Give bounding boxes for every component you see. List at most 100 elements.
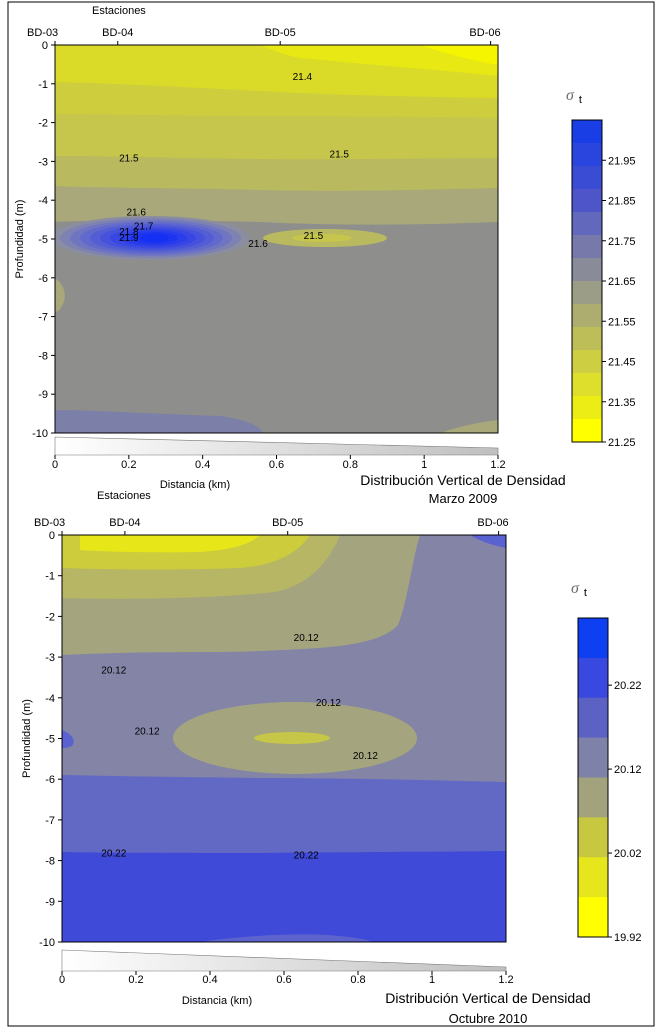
station-label: BD-03: [34, 517, 65, 529]
y-tick-label: -3: [45, 652, 55, 664]
colorbar-swatch: [578, 737, 608, 778]
y-tick-label: -6: [38, 273, 48, 285]
colorbar-label: 21.95: [608, 155, 636, 167]
x-tick-label: 0.2: [121, 459, 136, 471]
colorbar-swatch: [572, 350, 602, 374]
y-tick-label: -4: [38, 195, 48, 207]
y-axis-label: Profundidad (m): [14, 200, 26, 279]
contour-top-right: [470, 535, 506, 548]
colorbar-swatch: [578, 857, 608, 898]
y-tick-label: -2: [45, 611, 55, 623]
y-tick-label: -9: [45, 896, 55, 908]
y-tick-label: -7: [38, 312, 48, 324]
station-label: BD-05: [265, 27, 296, 39]
chart-title: Distribución Vertical de Densidad: [385, 990, 590, 1006]
contour-label: 21.6: [126, 208, 146, 219]
x-tick-label: 0: [52, 459, 58, 471]
y-axis-label: Profundidad (m): [21, 699, 33, 778]
y-tick-label: -8: [38, 350, 48, 362]
colorbar-swatch: [572, 166, 602, 190]
contour-label: 20.22: [101, 849, 126, 860]
contour-label: 21.8: [119, 227, 139, 238]
seabed-profile: [61, 949, 507, 972]
contour-fill: [55, 45, 498, 433]
colorbar-swatch: [572, 120, 602, 144]
colorbar-label: 21.85: [608, 196, 636, 208]
contour-core-21.45: [292, 234, 352, 242]
colorbar-swatch: [578, 657, 608, 699]
contour-label: 21.5: [119, 153, 139, 164]
colorbar-swatch: [572, 327, 602, 351]
x-tick-label: 0.4: [195, 459, 210, 471]
contour-label: 21.5: [330, 150, 350, 161]
colorbar-swatch: [572, 143, 602, 167]
y-tick-label: -6: [45, 774, 55, 786]
contour-label: 20.12: [101, 665, 126, 676]
colorbar-swatch: [572, 373, 602, 397]
chart-subtitle: Marzo 2009: [429, 491, 498, 506]
contour-label: 21.6: [248, 239, 268, 250]
x-tick-label: 1: [429, 974, 435, 986]
station-label: BD-03: [27, 27, 58, 39]
contour-label: 20.12: [135, 726, 160, 737]
y-tick-label: -8: [45, 856, 55, 868]
colorbar-label: 21.65: [608, 276, 636, 288]
contour-label: 21.7: [134, 221, 154, 232]
chart-octubre-2010: Estaciones BD-03 BD-04 BD-05 BD-06 0 -1 -2 -3 -…: [21, 490, 642, 1026]
colorbar-label: 20.22: [614, 680, 642, 692]
station-label: BD-05: [272, 517, 303, 529]
station-label: BD-06: [477, 517, 508, 529]
colorbar-label: 21.75: [608, 236, 636, 248]
contour-band-19.97: [80, 535, 260, 553]
density-maximum-ring: [140, 234, 169, 242]
x-tick-label: 0.6: [276, 974, 291, 986]
colorbar-swatch: [572, 396, 602, 420]
colorbar-swatch: [578, 897, 608, 938]
y-tick-label: -1: [45, 571, 55, 583]
x-tick-label: 1.2: [490, 459, 505, 471]
x-tick-label: 0.6: [269, 459, 284, 471]
colorbar-label: 19.92: [614, 932, 642, 944]
chart-title: Distribución Vertical de Densidad: [360, 472, 565, 488]
x-tick-label: 1.2: [498, 974, 513, 986]
seabed-profile: [54, 436, 499, 456]
y-tick-label: -2: [38, 118, 48, 130]
x-axis-label: Distancia (km): [160, 479, 230, 491]
x-tick-label: 0.8: [343, 459, 358, 471]
contour-fill: [62, 535, 506, 942]
y-tick-label: 0: [49, 530, 55, 542]
colorbar-swatch: [578, 697, 608, 739]
colorbar-swatch: [578, 777, 608, 818]
contour-label: 21.4: [293, 72, 313, 83]
y-tick-label: -1: [38, 79, 48, 91]
station-label: BD-06: [469, 27, 500, 39]
colorbar-label: 20.02: [614, 848, 642, 860]
top-axis-label: Estaciones: [92, 5, 146, 17]
colorbar-label: 21.25: [608, 437, 636, 449]
contour-label: 20.12: [316, 698, 341, 709]
contour-label: 20.12: [294, 633, 319, 644]
y-tick-label: -4: [45, 693, 55, 705]
contour-band-bottom: [55, 410, 262, 433]
colorbar-label: 21.55: [608, 316, 636, 328]
colorbar-swatch: [578, 618, 608, 659]
y-tick-label: -10: [32, 428, 48, 440]
contour-band-21.3: [420, 45, 498, 65]
contour-band-bottom-right: [440, 420, 498, 433]
density-maximum: [55, 216, 250, 260]
colorbar-label: 21.35: [608, 397, 636, 409]
figure-frame: [7, 1, 655, 1027]
colorbar-swatch: [572, 189, 602, 213]
x-axis-label: Distancia (km): [182, 995, 252, 1007]
contour-lens-20.07: [254, 732, 330, 744]
y-tick-label: -10: [39, 937, 55, 949]
colorbar-swatch: [578, 817, 608, 858]
x-tick-label: 1: [421, 459, 427, 471]
colorbar-swatch: [572, 258, 602, 282]
top-axis-label: Estaciones: [97, 490, 151, 502]
contour-label: 20.12: [353, 751, 378, 762]
colorbar-swatch: [572, 304, 602, 328]
